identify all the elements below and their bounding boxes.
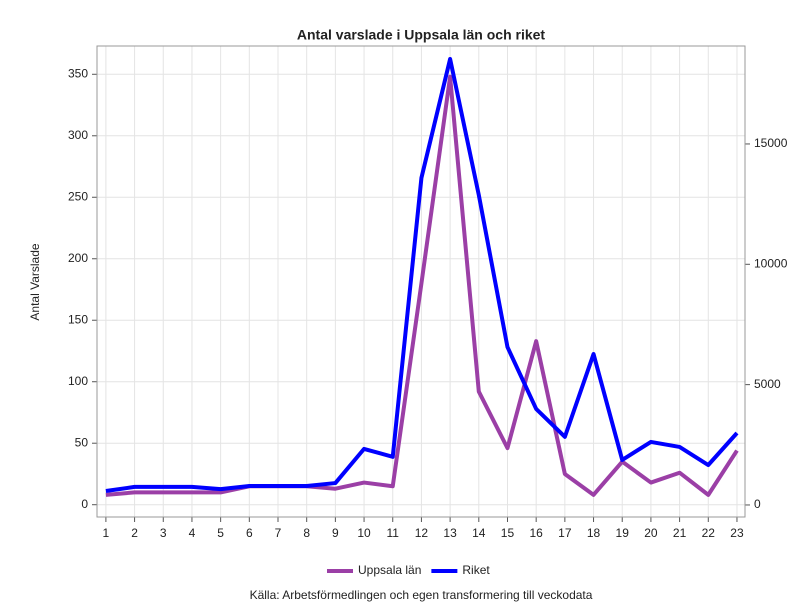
x-tick-label: 13: [443, 526, 457, 540]
y-tick-label: 100: [68, 374, 88, 388]
x-tick-label: 9: [332, 526, 339, 540]
y-axis-label: Antal Varslade: [28, 243, 42, 320]
y2-tick-label: 0: [754, 497, 761, 511]
x-tick-label: 21: [673, 526, 687, 540]
x-tick-label: 5: [217, 526, 224, 540]
y2-tick-label: 10000: [754, 256, 788, 270]
y2-tick-label: 15000: [754, 136, 788, 150]
x-tick-label: 1: [103, 526, 110, 540]
plot-frame: [96, 45, 746, 518]
x-tick-label: 18: [587, 526, 601, 540]
y-tick-label: 0: [81, 497, 88, 511]
x-tick-label: 2: [131, 526, 138, 540]
line-series: [105, 56, 739, 493]
y-tick-label: 150: [68, 312, 88, 326]
y-tick-label: 200: [68, 251, 88, 265]
x-tick-label: 4: [189, 526, 196, 540]
x-tick-label: 17: [558, 526, 572, 540]
y-tick-label: 50: [75, 435, 89, 449]
x-tick-label: 6: [246, 526, 253, 540]
x-tick-label: 12: [415, 526, 429, 540]
source-note: Källa: Arbetsförmedlingen och egen trans…: [250, 588, 593, 602]
x-tick-label: 3: [160, 526, 167, 540]
x-tick-label: 15: [501, 526, 515, 540]
x-tick-label: 7: [275, 526, 282, 540]
x-tick-label: 14: [472, 526, 486, 540]
y-tick-label: 350: [68, 66, 88, 80]
x-tick-label: 23: [730, 526, 744, 540]
x-tick-label: 22: [702, 526, 716, 540]
legend-label: Riket: [462, 563, 490, 577]
x-tick-label: 10: [357, 526, 371, 540]
x-tick-label: 20: [644, 526, 658, 540]
y2-tick-label: 5000: [754, 377, 781, 391]
line-series: [105, 74, 739, 497]
x-tick-label: 19: [616, 526, 630, 540]
y-tick-label: 250: [68, 189, 88, 203]
x-tick-label: 16: [529, 526, 543, 540]
legend-label: Uppsala län: [358, 563, 421, 577]
chart-title: Antal varslade i Uppsala län och riket: [297, 27, 546, 43]
y-tick-label: 300: [68, 128, 88, 142]
x-tick-label: 8: [303, 526, 310, 540]
x-tick-label: 11: [387, 526, 400, 540]
